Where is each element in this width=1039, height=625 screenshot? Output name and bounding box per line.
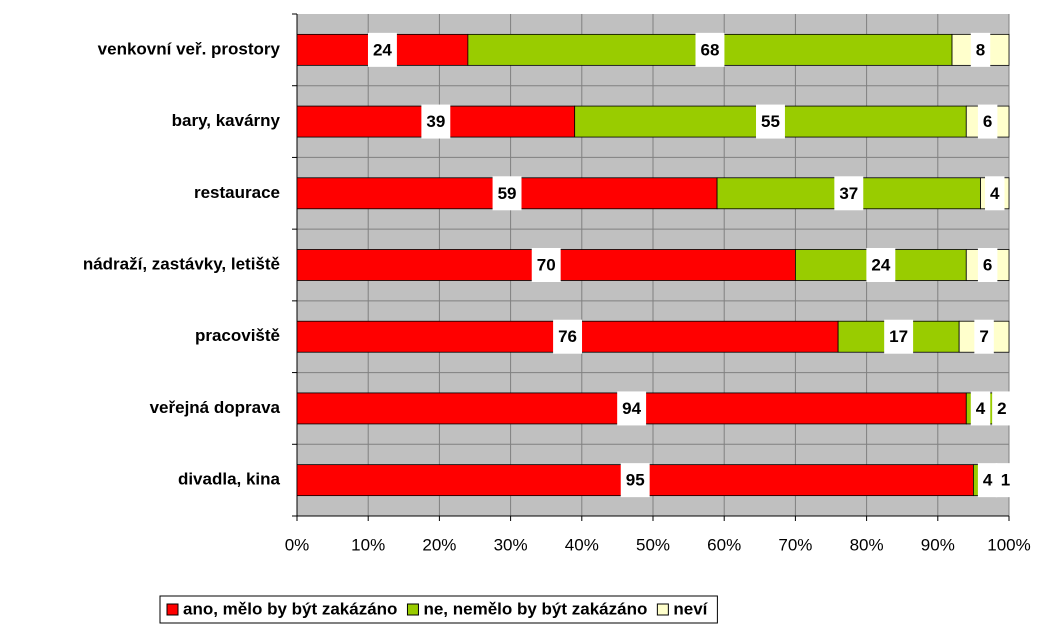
value-label: 4 — [983, 471, 993, 490]
value-label-bg — [421, 104, 451, 139]
value-label-group: 37 — [834, 176, 864, 211]
category-label: venkovní veř. prostory — [98, 39, 281, 58]
value-label-group: 68 — [695, 32, 725, 67]
x-tick-label: 70% — [778, 535, 812, 554]
value-label-group: 24 — [866, 248, 896, 282]
value-label-group: 70 — [531, 248, 561, 282]
legend-swatch — [166, 603, 179, 616]
x-tick-label: 0% — [285, 535, 310, 554]
value-label: 2 — [997, 399, 1006, 418]
value-label-bg — [970, 391, 991, 426]
x-tick-label: 20% — [422, 535, 456, 554]
value-label-bg — [977, 463, 998, 498]
category-label: pracoviště — [195, 326, 280, 345]
value-label-group: 2 — [992, 391, 1012, 426]
value-label: 39 — [426, 112, 445, 131]
category-label: veřejná doprava — [150, 398, 281, 417]
value-label: 94 — [622, 399, 641, 418]
value-label-bg — [492, 176, 522, 211]
value-label: 6 — [983, 112, 992, 131]
value-label: 1 — [1001, 471, 1010, 490]
x-tick-label: 10% — [351, 535, 385, 554]
value-label-group: 94 — [617, 391, 647, 426]
x-tick-label: 100% — [987, 535, 1030, 554]
value-label: 8 — [976, 40, 985, 59]
legend-swatch — [656, 603, 669, 616]
category-label: restaurace — [194, 183, 280, 202]
legend: ano, mělo by být zakázáno ne, nemělo by b… — [159, 595, 718, 624]
value-label-group: 7 — [974, 319, 994, 354]
legend-swatch — [406, 603, 419, 616]
value-label-bg — [617, 391, 647, 426]
value-label: 4 — [976, 399, 986, 418]
value-label-group: 39 — [421, 104, 451, 139]
x-tick-label: 60% — [707, 535, 741, 554]
value-label-group: 95 — [620, 463, 650, 498]
value-label-bg — [974, 319, 994, 354]
value-label: 24 — [871, 255, 890, 274]
value-label: 4 — [990, 184, 1000, 203]
value-label-bg — [970, 32, 991, 67]
x-tick-label: 80% — [850, 535, 884, 554]
value-label-bg — [992, 391, 1012, 426]
value-label-bg — [620, 463, 650, 498]
value-label-bg — [977, 104, 998, 139]
category-label: nádraží, zastávky, letiště — [83, 254, 280, 273]
value-label-group: 4 — [977, 463, 998, 498]
value-label-group: 6 — [977, 248, 998, 282]
value-label: 59 — [498, 184, 517, 203]
x-tick-label: 30% — [494, 535, 528, 554]
value-label: 37 — [839, 184, 858, 203]
value-label: 17 — [889, 327, 908, 346]
category-label: divadla, kina — [178, 470, 281, 489]
value-label-group: 4 — [985, 176, 1005, 211]
value-label: 68 — [700, 40, 719, 59]
value-label-group: 8 — [970, 32, 991, 67]
value-label: 24 — [373, 40, 392, 59]
value-label: 7 — [979, 327, 988, 346]
value-label-group: 59 — [492, 176, 522, 211]
value-label: 76 — [558, 327, 577, 346]
value-label-bg — [995, 463, 1016, 498]
value-label-group: 6 — [977, 104, 998, 139]
value-label-group: 24 — [367, 32, 397, 67]
legend-label: neví — [673, 599, 708, 618]
value-label-group: 76 — [553, 319, 583, 354]
value-label-bg — [531, 248, 561, 282]
legend-label: ne, nemělo by být zakázáno — [423, 599, 647, 618]
value-label-bg — [695, 32, 725, 67]
value-label-group: 4 — [970, 391, 991, 426]
category-label: bary, kavárny — [172, 111, 281, 130]
x-tick-label: 40% — [565, 535, 599, 554]
value-label-bg — [866, 248, 896, 282]
value-label-bg — [553, 319, 583, 354]
value-label: 95 — [626, 471, 645, 490]
value-label-group: 55 — [756, 104, 785, 139]
value-label-bg — [985, 176, 1005, 211]
value-label-bg — [756, 104, 785, 139]
value-label: 70 — [537, 255, 556, 274]
legend-label: ano, mělo by být zakázáno — [183, 599, 397, 618]
x-tick-label: 90% — [921, 535, 955, 554]
value-label: 55 — [761, 112, 780, 131]
x-tick-label: 50% — [636, 535, 670, 554]
value-label-bg — [977, 248, 998, 282]
value-label-group: 17 — [884, 319, 914, 354]
value-label-bg — [834, 176, 864, 211]
value-label-bg — [367, 32, 397, 67]
value-label: 6 — [983, 255, 992, 274]
value-label-bg — [884, 319, 914, 354]
value-label-group: 1 — [995, 463, 1016, 498]
legend-box — [159, 595, 718, 624]
